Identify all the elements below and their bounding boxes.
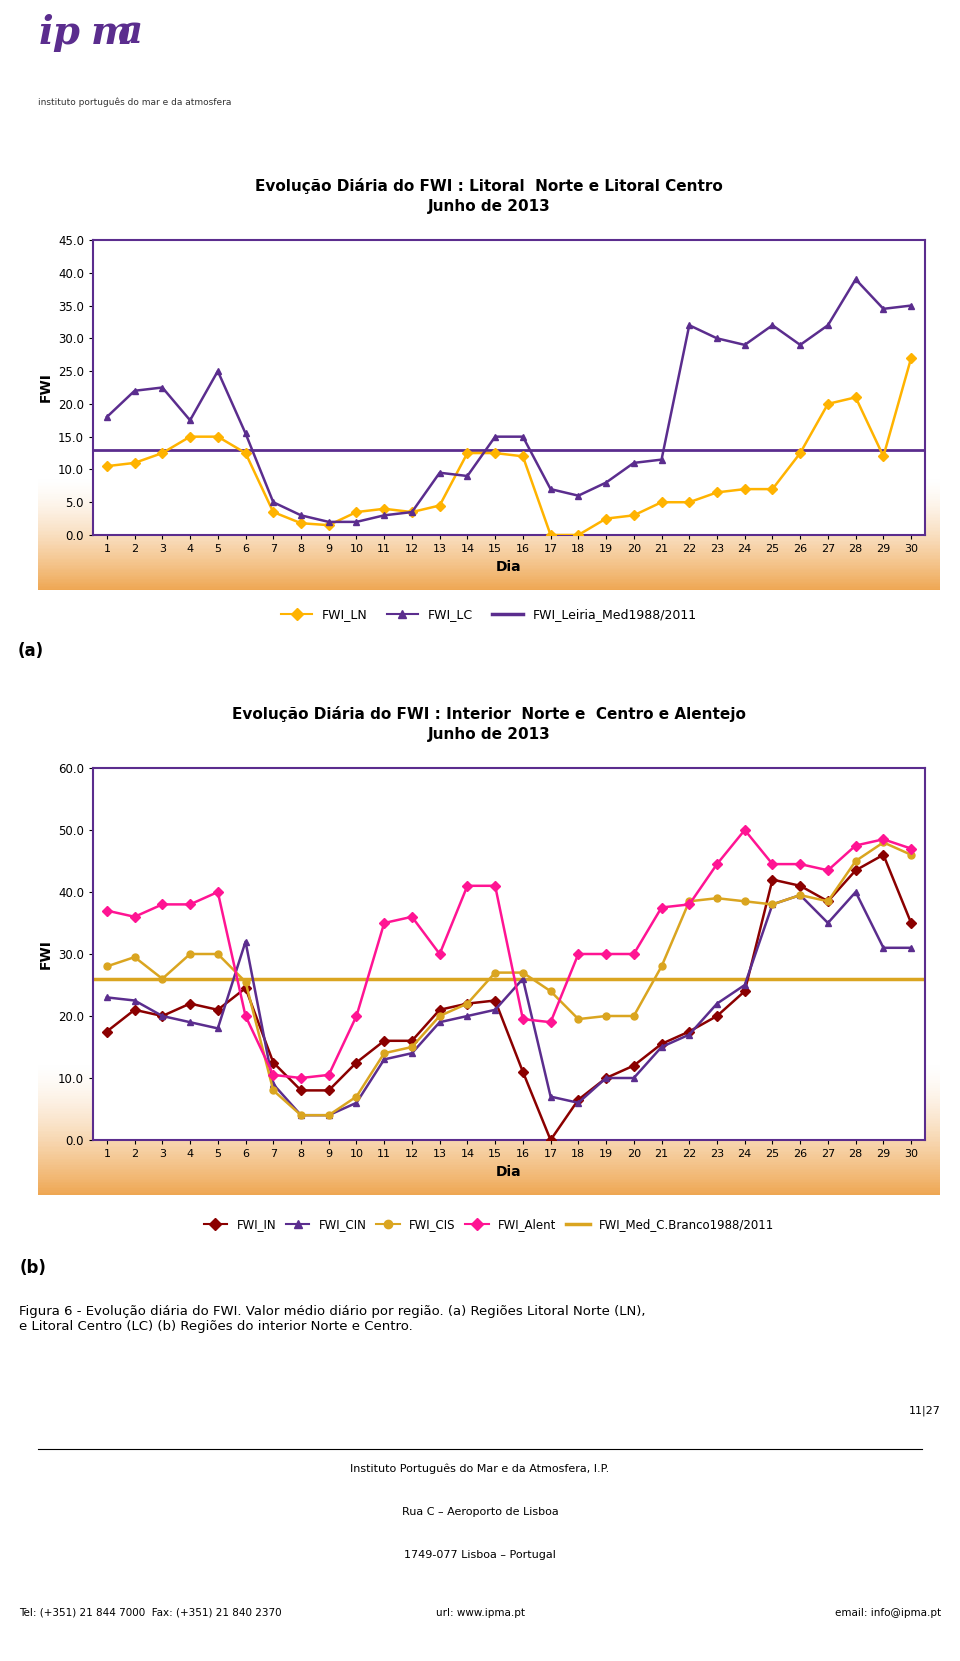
Text: Junho de 2013: Junho de 2013: [427, 728, 550, 742]
Text: email: info@ipma.pt: email: info@ipma.pt: [834, 1608, 941, 1618]
Text: Figura 6 - Evolução diária do FWI. Valor médio diário por região. (a) Regiões Li: Figura 6 - Evolução diária do FWI. Valor…: [19, 1306, 646, 1332]
Text: Evolução Diária do FWI : Interior  Norte e  Centro e Alentejo: Evolução Diária do FWI : Interior Norte …: [232, 706, 746, 723]
Text: (b): (b): [19, 1259, 46, 1277]
Text: ip: ip: [38, 13, 81, 51]
Text: Rua C – Aeroporto de Lisboa: Rua C – Aeroporto de Lisboa: [401, 1507, 559, 1516]
Text: url: www.ipma.pt: url: www.ipma.pt: [436, 1608, 524, 1618]
Text: m: m: [91, 13, 132, 51]
Text: 1749-077 Lisboa – Portugal: 1749-077 Lisboa – Portugal: [404, 1550, 556, 1560]
Legend: FWI_IN, FWI_CIN, FWI_CIS, FWI_Alent, FWI_Med_C.Branco1988/2011: FWI_IN, FWI_CIN, FWI_CIS, FWI_Alent, FWI…: [199, 1214, 780, 1236]
Text: Evolução Diária do FWI : Litoral  Norte e Litoral Centro: Evolução Diária do FWI : Litoral Norte e…: [255, 178, 723, 194]
Y-axis label: FWI: FWI: [38, 372, 53, 402]
Text: Junho de 2013: Junho de 2013: [427, 199, 550, 214]
Y-axis label: FWI: FWI: [38, 938, 53, 968]
Text: 11|27: 11|27: [909, 1405, 941, 1415]
Text: a: a: [117, 13, 142, 51]
Text: Tel: (+351) 21 844 7000  Fax: (+351) 21 840 2370: Tel: (+351) 21 844 7000 Fax: (+351) 21 8…: [19, 1608, 282, 1618]
Text: instituto português do mar e da atmosfera: instituto português do mar e da atmosfer…: [38, 96, 231, 106]
Legend: FWI_LN, FWI_LC, FWI_Leiria_Med1988/2011: FWI_LN, FWI_LC, FWI_Leiria_Med1988/2011: [276, 603, 702, 626]
Text: Instituto Português do Mar e da Atmosfera, I.P.: Instituto Português do Mar e da Atmosfer…: [350, 1463, 610, 1473]
X-axis label: Dia: Dia: [496, 1164, 522, 1179]
Text: (a): (a): [17, 643, 43, 661]
X-axis label: Dia: Dia: [496, 560, 522, 573]
